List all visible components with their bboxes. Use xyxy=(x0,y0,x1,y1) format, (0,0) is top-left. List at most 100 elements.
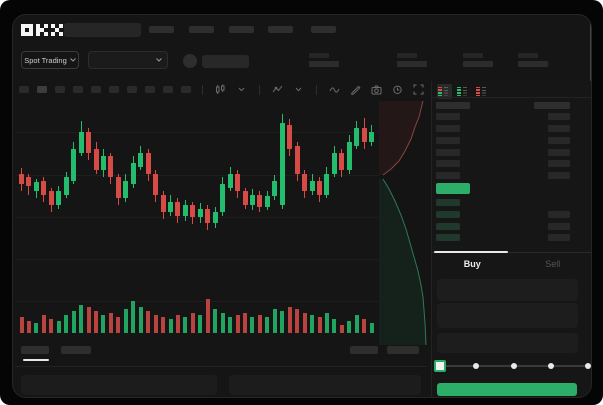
nav-item[interactable] xyxy=(311,26,336,33)
slider-stop[interactable] xyxy=(585,363,591,369)
volume-bar xyxy=(287,307,292,333)
buy-submit-button[interactable] xyxy=(437,383,577,396)
bottom-tab-right[interactable] xyxy=(350,346,378,354)
timeframe-button[interactable] xyxy=(19,86,29,93)
slider-stop[interactable] xyxy=(547,363,554,369)
slider-stop[interactable] xyxy=(473,363,480,369)
pair-selector-dropdown[interactable] xyxy=(88,51,168,69)
candle-body xyxy=(145,152,151,174)
chevron-down-icon[interactable] xyxy=(235,84,248,95)
timeframe-button[interactable] xyxy=(37,86,47,93)
divider xyxy=(432,252,591,253)
ask-price-placeholder[interactable] xyxy=(436,149,460,156)
candlestick-chart[interactable] xyxy=(15,97,379,347)
nav-item[interactable] xyxy=(149,26,174,33)
volume-bar xyxy=(354,315,359,333)
volume-bar xyxy=(49,319,54,333)
volume-bar xyxy=(131,301,136,333)
volume-bar xyxy=(228,317,233,333)
timeframe-button[interactable] xyxy=(55,86,65,93)
stat-value-placeholder xyxy=(397,61,427,67)
candle-body xyxy=(212,212,218,223)
stat-label-placeholder xyxy=(309,53,329,58)
chevron-down-icon[interactable] xyxy=(292,84,305,95)
volume-bar xyxy=(94,311,98,333)
timeframe-button[interactable] xyxy=(181,86,191,93)
scrollbar[interactable] xyxy=(590,21,591,81)
candle-body xyxy=(63,177,69,195)
candle-body xyxy=(354,128,360,146)
order-input-field[interactable] xyxy=(437,279,578,301)
market-type-dropdown[interactable]: Spot Trading xyxy=(21,51,79,69)
order-input-field[interactable] xyxy=(437,333,578,353)
bid-price-placeholder[interactable] xyxy=(436,211,460,218)
volume-bar xyxy=(280,311,285,333)
okx-logo xyxy=(21,23,63,37)
bid-amount-placeholder xyxy=(548,223,570,230)
slider-handle[interactable] xyxy=(434,360,446,372)
depth-chart[interactable] xyxy=(379,97,431,347)
bid-price-placeholder[interactable] xyxy=(436,234,460,241)
bottom-tab-left[interactable] xyxy=(21,346,49,354)
slider-stop[interactable] xyxy=(510,363,517,369)
buy-tab-indicator xyxy=(434,251,508,253)
candle-body xyxy=(227,173,233,188)
indicators-icon[interactable] xyxy=(271,84,284,95)
bottom-tab-right[interactable] xyxy=(387,346,419,354)
ticker-stat xyxy=(463,53,497,69)
bid-price-placeholder[interactable] xyxy=(436,223,460,230)
bottom-active-tab-indicator xyxy=(23,359,49,361)
tab-buy[interactable]: Buy xyxy=(463,259,481,269)
volume-bar xyxy=(257,315,262,333)
timeframe-button[interactable] xyxy=(91,86,101,93)
ask-price-placeholder[interactable] xyxy=(436,160,460,167)
volume-bar xyxy=(213,309,218,333)
orderbook-last-price[interactable] xyxy=(436,183,470,194)
logo-glyph xyxy=(21,24,33,36)
volume-bar xyxy=(183,317,188,333)
ask-amount-placeholder xyxy=(548,149,570,156)
volume-bar xyxy=(146,311,151,333)
camera-icon[interactable] xyxy=(370,84,383,95)
tab-sell[interactable]: Sell xyxy=(545,259,561,269)
alert-icon[interactable] xyxy=(391,84,404,95)
nav-item[interactable] xyxy=(229,26,254,33)
volume-bar xyxy=(310,315,315,333)
candle-body xyxy=(138,152,144,167)
book-combined-icon[interactable] xyxy=(437,84,452,99)
timeframe-button[interactable] xyxy=(163,86,173,93)
bid-amount-placeholder xyxy=(548,211,570,218)
bid-price-placeholder[interactable] xyxy=(436,199,460,206)
candle-body xyxy=(309,180,315,191)
line-style-icon[interactable] xyxy=(328,84,341,95)
nav-item[interactable] xyxy=(189,26,214,33)
ask-price-placeholder[interactable] xyxy=(436,113,460,120)
fullscreen-icon[interactable] xyxy=(412,84,425,95)
timeframe-button[interactable] xyxy=(73,86,83,93)
gridline xyxy=(15,301,379,302)
candle-body xyxy=(48,191,54,205)
order-input-field[interactable] xyxy=(437,303,578,328)
draw-icon[interactable] xyxy=(349,84,362,95)
book-asks-icon[interactable] xyxy=(475,84,490,99)
candle-body xyxy=(160,194,166,212)
ask-price-placeholder[interactable] xyxy=(436,125,460,132)
volume-bar xyxy=(295,309,300,333)
book-bids-icon[interactable] xyxy=(456,84,471,99)
timeframe-button[interactable] xyxy=(145,86,155,93)
okx-trading-window: Spot Trading xyxy=(12,14,592,398)
bottom-tab-left[interactable] xyxy=(61,346,91,354)
candlestick-type-icon[interactable] xyxy=(214,84,227,95)
volume-bar xyxy=(272,309,277,333)
nav-item[interactable] xyxy=(268,26,293,33)
ask-price-placeholder[interactable] xyxy=(436,137,460,144)
volume-bar xyxy=(64,315,69,333)
timeframe-button[interactable] xyxy=(109,86,119,93)
search-input[interactable] xyxy=(64,23,141,37)
timeframe-button[interactable] xyxy=(127,86,137,93)
gridline xyxy=(15,217,379,218)
ask-price-placeholder[interactable] xyxy=(436,172,460,179)
volume-bar xyxy=(243,313,247,333)
